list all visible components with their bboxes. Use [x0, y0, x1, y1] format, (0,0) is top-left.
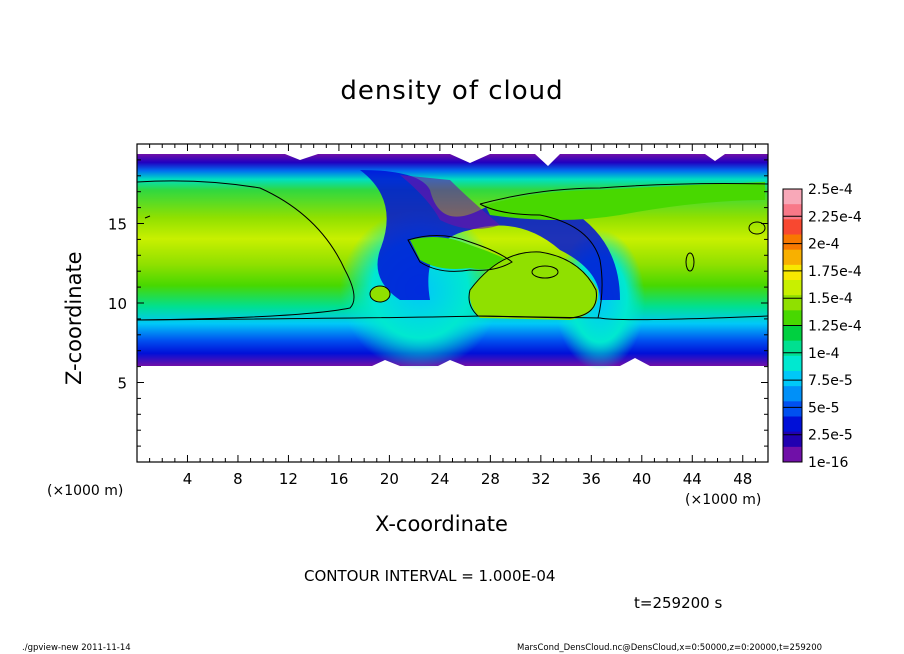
x-tick-label: 36	[582, 470, 601, 488]
y-tick-label: 10	[108, 295, 127, 313]
colorbar-swatch	[783, 446, 802, 463]
colorbar-swatch	[783, 431, 802, 448]
colorbar-label: 2.5e-5	[808, 428, 853, 444]
colorbar-swatch	[783, 371, 802, 387]
contour-lines	[137, 180, 768, 321]
x-unit-label-left: (×1000 m)	[47, 483, 124, 499]
x-tick-label: 20	[380, 470, 399, 488]
colorbar-swatch	[783, 264, 802, 281]
colorbar-swatch	[783, 249, 802, 266]
x-tick-label: 32	[531, 470, 550, 488]
x-axis-ticks: 4 8 12 16 20 24 28 32 36 40 44 48	[149, 144, 756, 488]
colorbar-label: 2.25e-4	[808, 209, 862, 225]
colorbar-label: 1e-16	[808, 455, 848, 471]
colorbar-swatch	[783, 355, 802, 372]
colorbar-swatch	[783, 280, 802, 296]
y-tick-label: 15	[108, 216, 127, 234]
x-tick-label: 40	[632, 470, 651, 488]
x-tick-label: 44	[683, 470, 702, 488]
y-axis-label: Z-coordinate	[62, 251, 86, 385]
x-tick-label: 4	[183, 470, 193, 488]
time-label: t=259200 s	[634, 594, 723, 612]
colorbar-label: 1.25e-4	[808, 319, 862, 335]
colorbar-swatch	[783, 204, 802, 220]
x-tick-label: 8	[233, 470, 243, 488]
colorbar-swatch	[783, 386, 802, 402]
colorbar-swatch	[783, 325, 802, 342]
colorbar-swatch	[783, 310, 802, 326]
footer-program-date: ./gpview-new 2011-11-14	[22, 643, 131, 653]
y-axis-ticks: 5 10 15	[108, 159, 768, 447]
x-tick-label: 28	[481, 470, 500, 488]
colorbar-swatch	[783, 189, 802, 205]
colorbar-swatch	[783, 295, 802, 311]
colorbar: 2.5e-4 2.25e-4 2e-4 1.75e-4 1.5e-4 1.25e-4 1e-…	[782, 182, 862, 471]
footer-source: MarsCond_DensCloud.nc@DensCloud,x=0:5000…	[517, 643, 823, 653]
x-axis-label: X-coordinate	[375, 512, 508, 536]
colorbar-swatch	[783, 234, 802, 251]
x-tick-label: 48	[733, 470, 752, 488]
x-unit-label-right: (×1000 m)	[685, 492, 762, 508]
colorbar-swatch	[783, 340, 802, 357]
chart-title: density of cloud	[340, 76, 564, 106]
colorbar-label: 5e-5	[808, 400, 839, 416]
colorbar-swatch	[783, 219, 802, 235]
colorbar-swatch	[783, 401, 802, 417]
y-tick-label: 5	[117, 375, 127, 393]
colorbar-swatch	[783, 416, 802, 433]
colorbar-label: 7.5e-5	[808, 373, 853, 389]
colorbar-label: 2.5e-4	[808, 182, 853, 198]
x-tick-label: 12	[279, 470, 298, 488]
colorbar-label: 2e-4	[808, 237, 840, 253]
colorbar-label: 1.75e-4	[808, 264, 862, 280]
contour-interval: CONTOUR INTERVAL = 1.000E-04	[304, 567, 556, 585]
heatmap-field	[137, 154, 768, 370]
colorbar-label: 1e-4	[808, 346, 840, 362]
x-tick-label: 24	[430, 470, 449, 488]
x-tick-label: 16	[329, 470, 348, 488]
colorbar-label: 1.5e-4	[808, 291, 853, 307]
